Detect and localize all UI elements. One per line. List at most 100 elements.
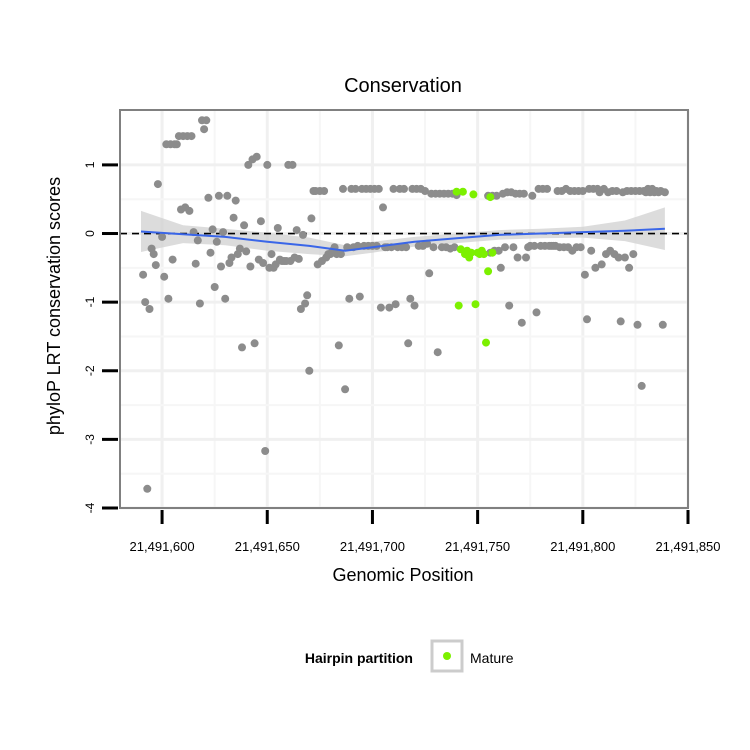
- background-point: [505, 301, 514, 310]
- background-point: [376, 303, 385, 312]
- background-point: [267, 250, 276, 259]
- background-point: [292, 226, 301, 235]
- background-point: [259, 259, 268, 267]
- background-point: [334, 341, 343, 350]
- background-point: [158, 232, 167, 241]
- background-point: [496, 263, 505, 272]
- background-point: [612, 187, 621, 195]
- background-point: [305, 366, 314, 375]
- background-point: [597, 260, 606, 269]
- mature-point: [467, 248, 476, 257]
- background-point: [187, 132, 196, 141]
- background-points: [139, 116, 669, 493]
- mature-point: [484, 267, 493, 276]
- background-point: [210, 283, 219, 291]
- mature-point: [488, 248, 497, 257]
- confidence-ribbon-group: [141, 207, 665, 257]
- background-point: [421, 187, 429, 195]
- background-point: [400, 184, 408, 193]
- background-point: [252, 152, 261, 161]
- x-tick-label: 21,491,700: [340, 539, 405, 554]
- background-point: [145, 305, 154, 313]
- background-point: [191, 259, 200, 268]
- background-point: [587, 246, 596, 255]
- background-point: [299, 230, 307, 239]
- background-point: [404, 339, 413, 348]
- background-point: [629, 250, 638, 259]
- background-point: [303, 291, 312, 300]
- background-point: [385, 303, 394, 312]
- background-point: [219, 228, 228, 237]
- background-point: [532, 308, 541, 317]
- axes: 1 0 -1 -2 -3 -4 21,491,600 21,491,650 21,491,700…: [83, 109, 721, 554]
- legend: Hairpin partition Mature: [305, 639, 514, 673]
- background-point: [583, 315, 591, 324]
- mature-point: [458, 187, 467, 196]
- background-point: [339, 184, 347, 193]
- background-point: [389, 184, 398, 193]
- background-point: [256, 217, 265, 226]
- background-point: [217, 262, 225, 271]
- mature-point: [469, 190, 478, 199]
- confidence-ribbon: [141, 207, 665, 257]
- background-point: [374, 184, 383, 193]
- background-point: [301, 299, 310, 308]
- background-point: [406, 294, 415, 303]
- background-point: [231, 196, 240, 205]
- background-point: [223, 191, 232, 200]
- x-tick-label: 21,491,600: [130, 539, 195, 554]
- background-point: [172, 140, 181, 149]
- plot-panel: [120, 110, 688, 508]
- background-point: [193, 236, 202, 245]
- background-point: [288, 160, 297, 169]
- background-point: [336, 250, 345, 259]
- background-point: [208, 225, 217, 234]
- chart-title: Conservation: [344, 75, 462, 97]
- background-point: [307, 214, 316, 223]
- background-point: [244, 160, 253, 169]
- background-point: [296, 305, 305, 313]
- background-point: [614, 253, 623, 262]
- background-point: [153, 180, 162, 189]
- background-point: [543, 184, 552, 193]
- background-point: [160, 272, 169, 281]
- background-point: [637, 381, 646, 390]
- background-point: [528, 191, 537, 200]
- background-point: [235, 244, 244, 253]
- background-point: [206, 248, 215, 257]
- background-point: [410, 301, 419, 310]
- y-tick-label: -4: [83, 502, 97, 513]
- legend-key-mature-point: [443, 652, 451, 660]
- y-tick-label: -3: [83, 434, 97, 445]
- background-point: [576, 243, 585, 252]
- x-tick-label: 21,491,850: [655, 539, 720, 554]
- y-tick-label: -2: [83, 365, 97, 376]
- background-point: [141, 298, 150, 307]
- background-point: [246, 262, 255, 271]
- mature-point: [471, 300, 480, 309]
- background-point: [530, 241, 539, 250]
- x-axis-label: Genomic Position: [332, 565, 473, 585]
- background-point: [238, 343, 246, 352]
- background-point: [221, 294, 230, 303]
- background-point: [633, 320, 642, 329]
- background-point: [139, 270, 148, 279]
- mature-point: [479, 250, 488, 259]
- background-point: [591, 263, 600, 272]
- background-point: [204, 193, 213, 202]
- background-point: [202, 116, 211, 125]
- background-point: [625, 263, 634, 272]
- background-point: [660, 188, 669, 197]
- background-point: [509, 243, 518, 252]
- background-point: [185, 206, 194, 215]
- background-point: [620, 253, 629, 262]
- mature-points: [452, 187, 497, 347]
- background-point: [200, 125, 209, 134]
- background-point: [616, 317, 625, 326]
- background-point: [149, 250, 158, 259]
- plot-background: [120, 110, 688, 508]
- x-tick-label: 21,491,650: [235, 539, 300, 554]
- background-point: [501, 243, 509, 252]
- x-tick-label: 21,491,800: [550, 539, 615, 554]
